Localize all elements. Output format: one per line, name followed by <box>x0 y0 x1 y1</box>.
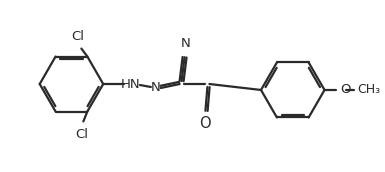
Text: Cl: Cl <box>75 128 88 141</box>
Text: Cl: Cl <box>71 30 84 43</box>
Text: O: O <box>199 116 211 131</box>
Text: CH₃: CH₃ <box>357 83 380 96</box>
Text: N: N <box>151 82 161 94</box>
Text: O: O <box>340 83 351 96</box>
Text: N: N <box>181 37 191 50</box>
Text: HN: HN <box>121 78 141 90</box>
